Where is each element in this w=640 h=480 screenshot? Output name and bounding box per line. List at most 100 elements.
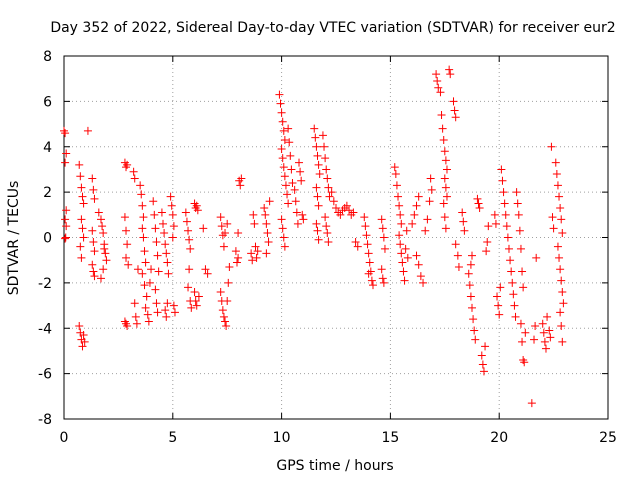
data-point xyxy=(76,242,85,251)
data-point xyxy=(79,199,88,208)
data-point xyxy=(310,124,319,133)
data-point xyxy=(151,224,160,233)
data-point xyxy=(136,181,145,190)
data-point xyxy=(279,233,288,242)
data-point xyxy=(556,204,565,213)
data-point xyxy=(154,267,163,276)
data-point xyxy=(169,301,178,310)
data-point xyxy=(549,224,558,233)
data-point xyxy=(555,192,564,201)
data-point xyxy=(558,228,567,237)
data-point xyxy=(139,233,148,242)
data-point xyxy=(168,210,177,219)
data-point xyxy=(396,240,405,249)
x-tick-label: 20 xyxy=(490,430,508,446)
y-tick-label: 4 xyxy=(43,140,52,156)
data-point xyxy=(297,176,306,185)
data-point xyxy=(83,126,92,135)
data-point xyxy=(390,163,399,172)
data-point xyxy=(515,226,524,235)
data-point xyxy=(349,208,358,217)
data-point xyxy=(395,201,404,210)
data-point xyxy=(530,335,539,344)
data-point xyxy=(495,310,504,319)
y-tick-label: -4 xyxy=(38,321,52,337)
data-point xyxy=(218,306,227,315)
data-point xyxy=(329,197,338,206)
data-point xyxy=(313,192,322,201)
data-point xyxy=(403,253,412,262)
data-point xyxy=(312,183,321,192)
data-point xyxy=(140,247,149,256)
data-point xyxy=(439,199,448,208)
data-point xyxy=(365,258,374,267)
data-point xyxy=(186,244,195,253)
data-point xyxy=(275,90,284,99)
data-point xyxy=(378,224,387,233)
data-point xyxy=(137,190,146,199)
data-point xyxy=(397,219,406,228)
data-point xyxy=(163,299,172,308)
data-point xyxy=(392,181,401,190)
data-point xyxy=(446,70,455,79)
data-point xyxy=(519,283,528,292)
data-point xyxy=(122,226,131,235)
data-point xyxy=(260,204,269,213)
data-point xyxy=(143,310,152,319)
data-point xyxy=(75,321,84,330)
data-point xyxy=(187,303,196,312)
data-point xyxy=(434,83,443,92)
data-point xyxy=(423,215,432,224)
data-point xyxy=(466,260,475,269)
data-point xyxy=(162,312,171,321)
data-point xyxy=(261,210,270,219)
data-point xyxy=(277,145,286,154)
data-point xyxy=(490,210,499,219)
data-point xyxy=(539,328,548,337)
data-point xyxy=(460,226,469,235)
data-point xyxy=(391,169,400,178)
data-point xyxy=(445,65,454,74)
data-point xyxy=(138,224,147,233)
data-point xyxy=(557,321,566,330)
data-point xyxy=(194,292,203,301)
data-point xyxy=(458,208,467,217)
data-point xyxy=(285,138,294,147)
data-point xyxy=(234,253,243,262)
data-point xyxy=(250,219,259,228)
data-point xyxy=(509,290,518,299)
data-point xyxy=(410,210,419,219)
data-point xyxy=(159,219,168,228)
data-point xyxy=(151,285,160,294)
data-point xyxy=(313,226,322,235)
data-point xyxy=(379,278,388,287)
data-point xyxy=(157,208,166,217)
data-point xyxy=(512,188,521,197)
data-point xyxy=(217,222,226,231)
data-point xyxy=(440,213,449,222)
data-point xyxy=(366,267,375,276)
data-point xyxy=(280,242,289,251)
data-point xyxy=(394,192,403,201)
data-point xyxy=(441,156,450,165)
data-point xyxy=(131,312,140,321)
data-point xyxy=(89,267,98,276)
data-point xyxy=(237,174,246,183)
data-point xyxy=(398,258,407,267)
data-point xyxy=(318,131,327,140)
data-point xyxy=(78,192,87,201)
y-tick-label: -2 xyxy=(38,276,52,292)
data-point xyxy=(284,124,293,133)
data-point xyxy=(473,194,482,203)
y-tick-label: -6 xyxy=(38,367,52,383)
data-point xyxy=(499,188,508,197)
data-point xyxy=(78,342,87,351)
data-point xyxy=(280,172,289,181)
data-point xyxy=(501,210,510,219)
data-point xyxy=(161,306,170,315)
data-point xyxy=(133,265,142,274)
data-point xyxy=(150,210,159,219)
data-point xyxy=(474,199,483,208)
data-point xyxy=(483,238,492,247)
data-point xyxy=(548,213,557,222)
